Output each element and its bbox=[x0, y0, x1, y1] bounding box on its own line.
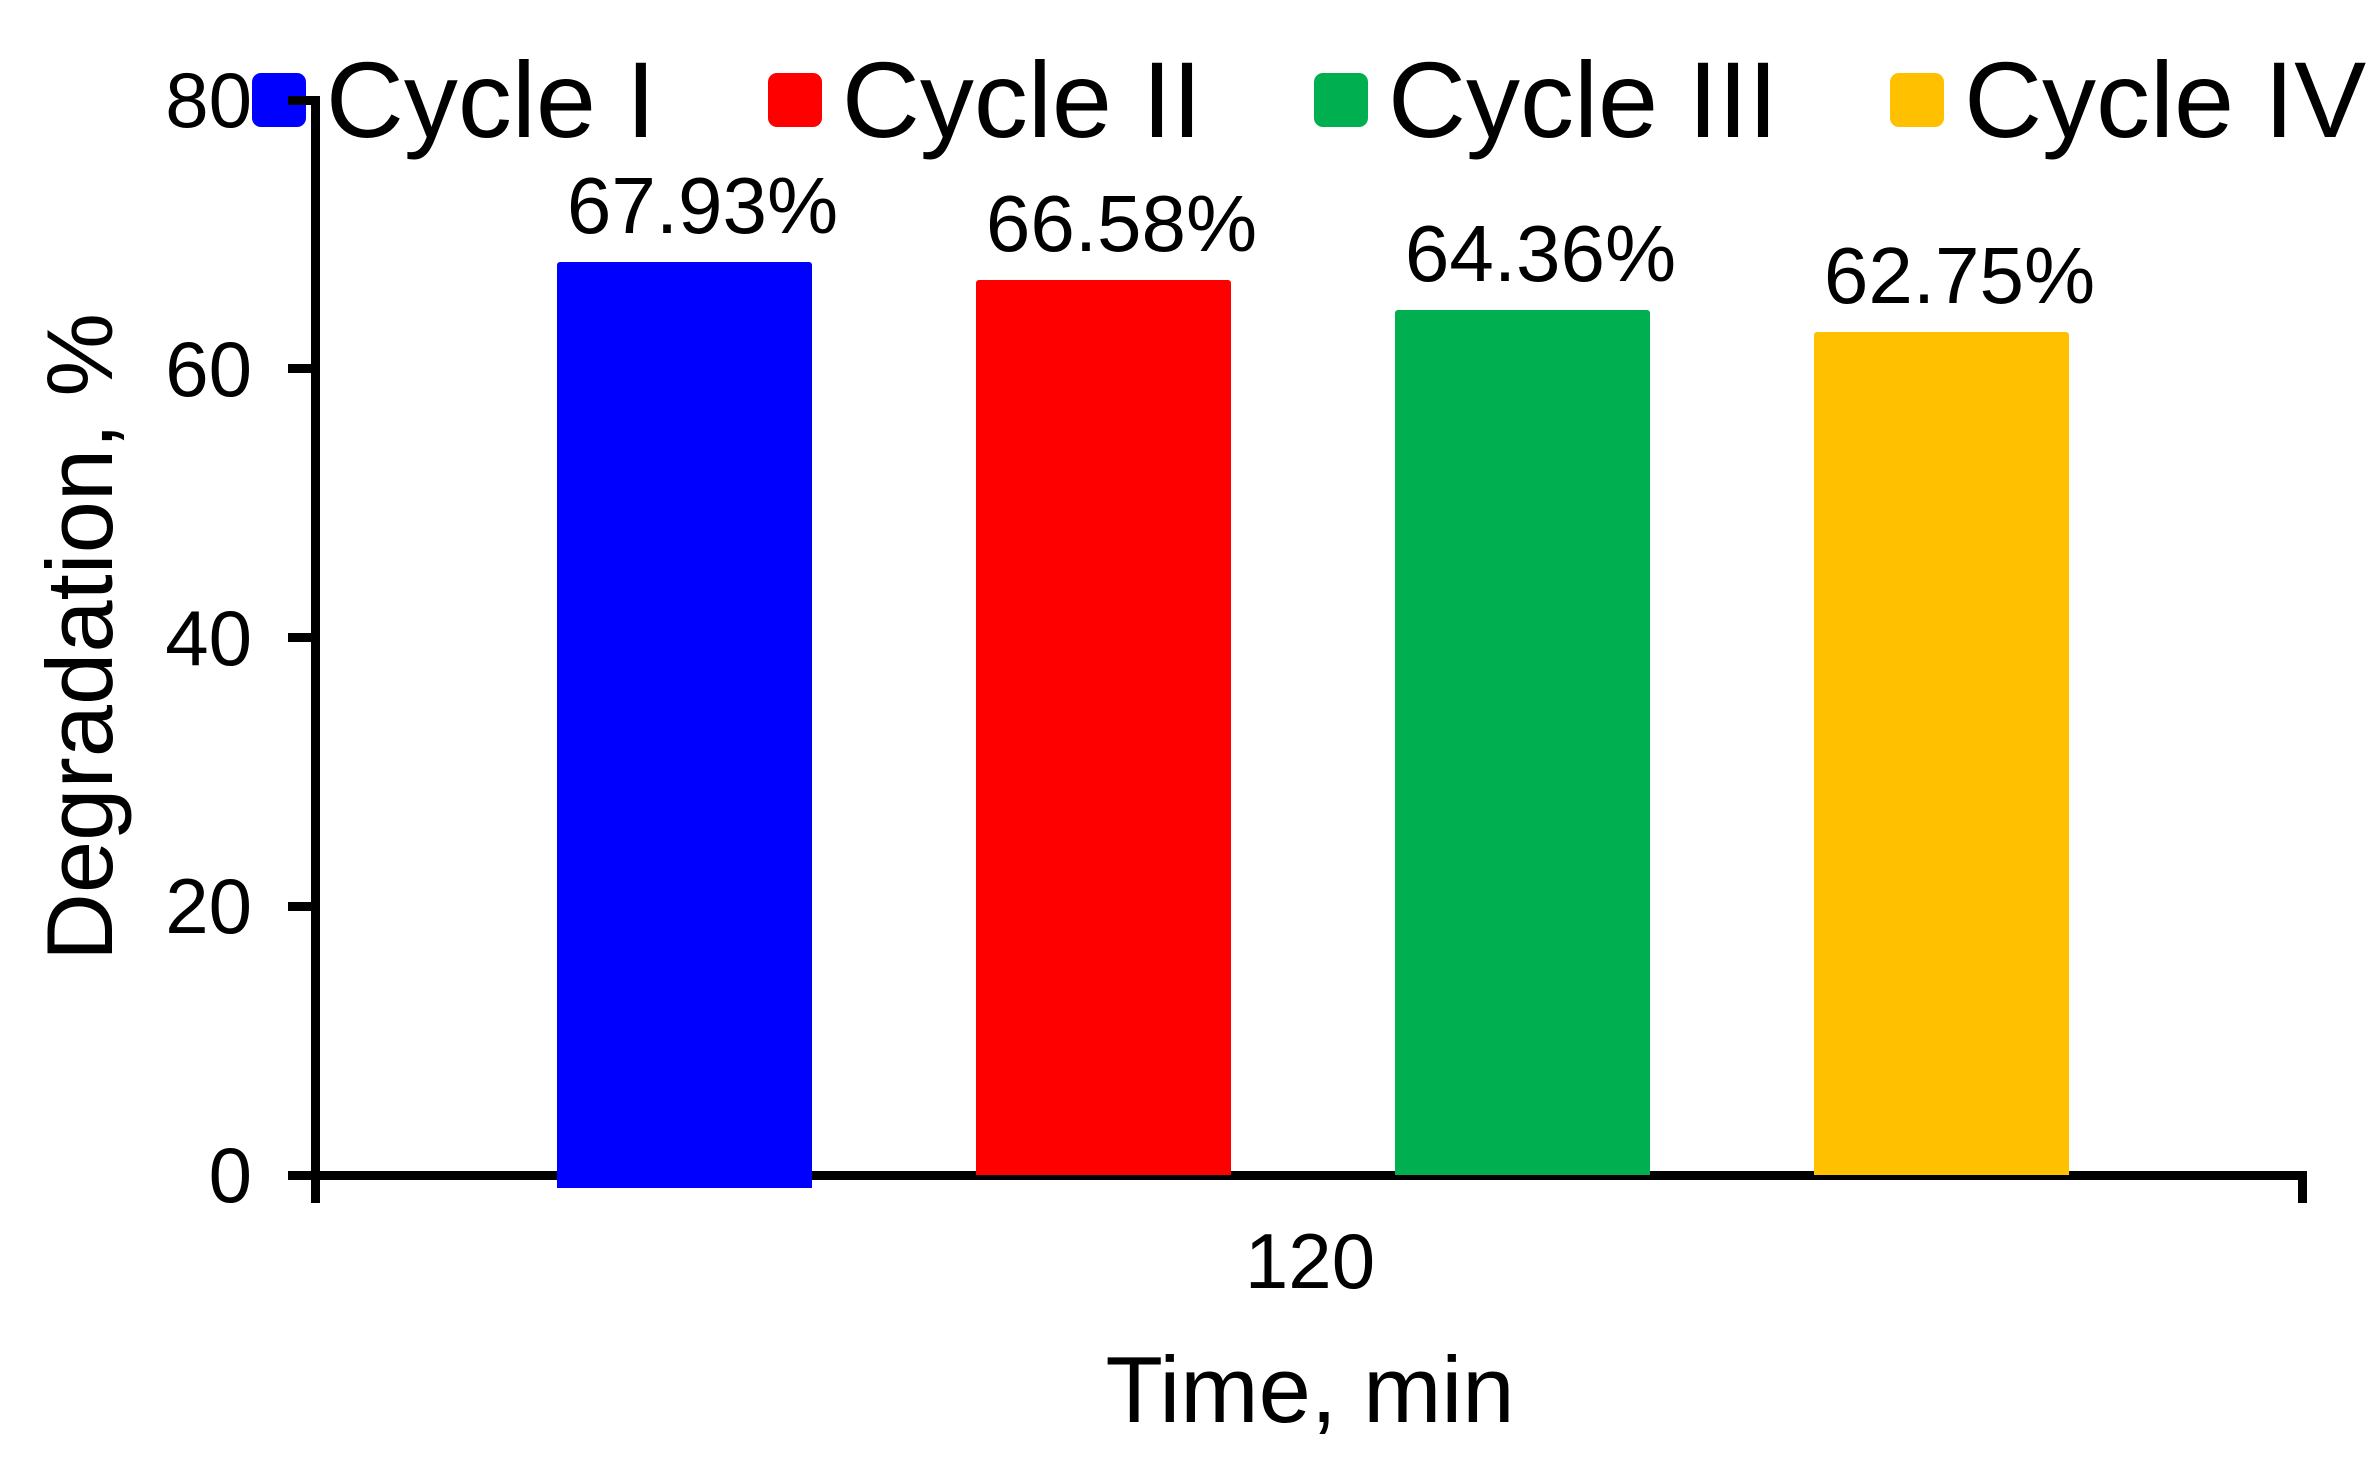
legend-label: Cycle IV bbox=[1964, 39, 2367, 160]
y-tick-label: 40 bbox=[165, 593, 252, 682]
y-tick-label: 20 bbox=[165, 862, 252, 951]
bar-cycle-iii bbox=[1395, 310, 1650, 1175]
legend-label: Cycle II bbox=[841, 39, 1202, 160]
legend-swatch-icon bbox=[1890, 73, 1945, 127]
y-tick-label: 0 bbox=[208, 1131, 252, 1219]
y-tick-mark bbox=[288, 901, 315, 911]
bar-value-label: 62.75% bbox=[1823, 230, 2096, 320]
y-tick-mark bbox=[288, 95, 315, 105]
y-tick-mark bbox=[288, 364, 315, 374]
legend-label: Cycle III bbox=[1387, 39, 1779, 160]
bar-cycle-iv bbox=[1814, 331, 2069, 1175]
y-tick-mark bbox=[288, 633, 315, 642]
x-axis-line bbox=[311, 1171, 2307, 1180]
legend-item-cycle-ii: Cycle II bbox=[767, 39, 1202, 160]
legend-item-cycle-iv: Cycle IV bbox=[1890, 40, 2366, 160]
bar-cycle-ii bbox=[976, 280, 1231, 1175]
bar-value-label: 66.58% bbox=[985, 179, 1258, 269]
legend-swatch-icon bbox=[767, 73, 822, 127]
legend-swatch-icon bbox=[1313, 73, 1368, 127]
x-tick-label: 120 bbox=[1244, 1217, 1376, 1305]
y-tick-mark bbox=[288, 1170, 315, 1180]
legend-item-cycle-i: Cycle I bbox=[251, 39, 656, 160]
x-axis-end-tick bbox=[2298, 1175, 2307, 1203]
legend-label: Cycle I bbox=[325, 39, 656, 160]
bar-cycle-i bbox=[557, 262, 812, 1188]
y-tick-label: 60 bbox=[165, 324, 252, 413]
y-axis-line bbox=[311, 96, 320, 1203]
bar-value-label: 64.36% bbox=[1404, 209, 1677, 299]
y-tick-label: 80 bbox=[165, 56, 252, 144]
legend: Cycle I Cycle II Cycle III Cycle IV bbox=[251, 25, 2366, 175]
x-axis-title: Time, min bbox=[1105, 1337, 1515, 1442]
bar-value-label: 67.93% bbox=[566, 161, 839, 251]
legend-item-cycle-iii: Cycle III bbox=[1313, 39, 1779, 160]
